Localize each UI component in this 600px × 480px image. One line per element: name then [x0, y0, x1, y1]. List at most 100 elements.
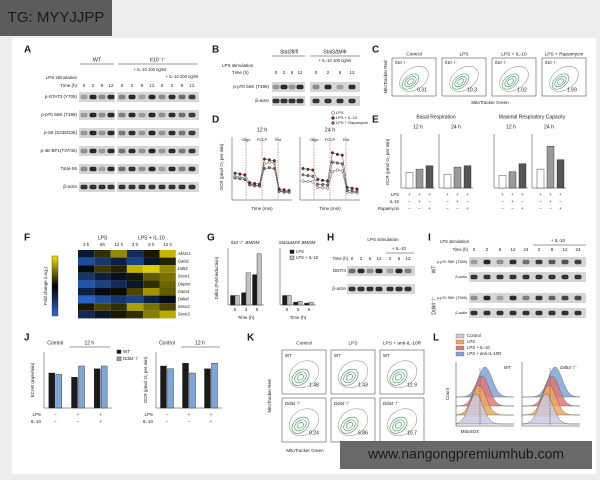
- blot-band: [548, 274, 556, 280]
- bar: [204, 368, 211, 409]
- lane-label: 12: [189, 83, 195, 88]
- sign: +: [77, 412, 80, 417]
- treatment-label: + IL-10 200 ng/ml: [166, 74, 199, 79]
- sign: +: [428, 206, 431, 211]
- sign: +: [501, 192, 504, 197]
- blot-band: [188, 148, 196, 154]
- blot-band: [128, 94, 136, 100]
- population: [291, 368, 310, 386]
- blot-band: [158, 112, 166, 118]
- lane-label: 2: [92, 83, 95, 88]
- heat-cell: [94, 272, 111, 281]
- panel-letter: F: [24, 233, 30, 244]
- panel-letter: I: [428, 233, 431, 244]
- gate-value: 0.31: [417, 87, 427, 93]
- heat-cell: [110, 295, 127, 304]
- population: [389, 416, 408, 434]
- watermark-box: [340, 441, 592, 469]
- gene-label: Sesn3: [178, 312, 191, 317]
- axis-label: Time (min): [251, 206, 273, 211]
- sign: +: [511, 192, 514, 197]
- time-label: Time (h): [232, 70, 249, 75]
- blot-band: [509, 259, 517, 265]
- blot-band: [522, 310, 530, 316]
- blot: [79, 92, 115, 102]
- population: [501, 73, 520, 90]
- sign: −: [446, 199, 449, 204]
- blot-band: [483, 295, 491, 301]
- plot-title: Basal Respiration: [416, 114, 455, 120]
- heat-cell: [143, 257, 160, 266]
- treatment-label: + IL-10 100 ng/ml: [319, 58, 352, 63]
- heat-cell: [159, 265, 176, 273]
- gate-value: 1.43: [358, 382, 368, 388]
- heat-cell: [78, 288, 95, 296]
- sign: −: [456, 206, 459, 211]
- bar: [304, 302, 309, 306]
- sign: +: [539, 192, 542, 197]
- heat-cell: [78, 257, 95, 266]
- point: [233, 171, 237, 175]
- panel-letter: L: [433, 333, 439, 344]
- blot: [272, 82, 305, 92]
- x-tick-label: 0: [234, 307, 237, 312]
- sign: −: [188, 419, 191, 424]
- blot-band: [561, 274, 569, 280]
- population: [454, 76, 467, 88]
- row-label: LPS: [391, 192, 399, 197]
- condition-label: LPS: [348, 340, 357, 346]
- lane-label: 24: [575, 247, 581, 252]
- point: [253, 184, 257, 188]
- blot-band: [80, 130, 88, 136]
- heat-cell: [159, 272, 176, 281]
- blot-band: [148, 148, 156, 154]
- population: [346, 422, 353, 429]
- heat-cell: [94, 303, 111, 311]
- bar: [297, 301, 303, 306]
- lane-label: 12: [149, 83, 155, 88]
- genotype-label: WT: [285, 353, 292, 358]
- condition-label: LPS + IL-10: [501, 51, 527, 57]
- blot-band: [272, 98, 280, 104]
- blot-band: [395, 286, 403, 292]
- population: [297, 374, 304, 381]
- lane-label: 0: [161, 83, 164, 88]
- blot-band: [375, 268, 383, 274]
- population: [551, 73, 570, 90]
- bar: [78, 365, 85, 409]
- panel-letter: H: [327, 233, 334, 244]
- row-label: β-actin: [255, 98, 269, 103]
- group-label: WT: [93, 57, 102, 63]
- lane-label: 2: [389, 256, 392, 261]
- point: [326, 186, 330, 190]
- heat-cell: [110, 280, 127, 288]
- sign: +: [466, 206, 469, 211]
- blot-band: [178, 112, 186, 118]
- population: [395, 422, 402, 429]
- point: [321, 186, 325, 190]
- blot-band: [98, 130, 106, 136]
- heat-cell: [110, 250, 127, 258]
- sign: −: [511, 206, 514, 211]
- heat-cell: [94, 265, 111, 273]
- flow-plot: [491, 57, 537, 97]
- heat-cell: [143, 265, 160, 273]
- stimulation-label: LPS stimulation: [222, 63, 254, 68]
- blot-band: [296, 84, 304, 90]
- blot-band: [128, 130, 136, 136]
- blot-band: [118, 148, 126, 154]
- blot-band: [470, 310, 478, 316]
- blot: [310, 82, 360, 92]
- sign: −: [501, 206, 504, 211]
- axis-label: OCR (pmol O₂ per min): [219, 143, 224, 190]
- lane-label: 12: [297, 70, 303, 75]
- blot-band: [118, 94, 126, 100]
- blot-band: [188, 166, 196, 172]
- blot: [79, 128, 115, 138]
- point: [326, 183, 330, 187]
- blot-band: [375, 286, 383, 292]
- blot-band: [178, 130, 186, 136]
- gate: [337, 360, 369, 389]
- gate: [399, 66, 429, 92]
- population: [297, 422, 304, 429]
